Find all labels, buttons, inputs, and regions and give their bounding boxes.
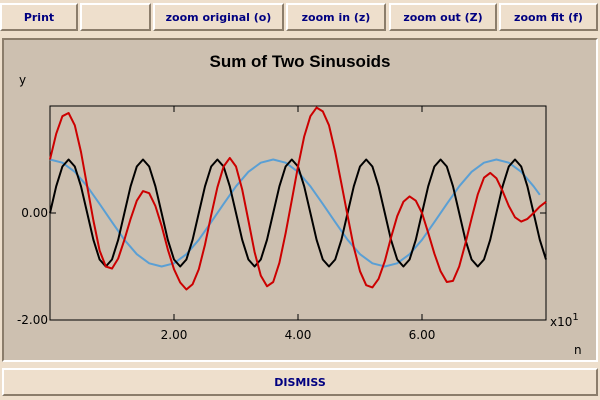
x-axis-multiplier: x101 [550,312,579,329]
toolbar-spacer [80,3,151,31]
x-tick-label: 6.00 [409,328,436,342]
print-button[interactable]: Print [0,3,78,31]
x-axis-multiplier-exponent: 1 [572,312,578,323]
x-axis-multiplier-base: x10 [550,315,572,329]
y-tick-label: 0.00 [21,206,48,220]
zoom-out-button[interactable]: zoom out (Z) [389,3,497,31]
y-tick-label: -2.00 [17,313,48,327]
axis-ticks: 2.00 4.00 6.00 0.00 -2.00 [17,106,546,342]
zoom-in-button[interactable]: zoom in (z) [286,3,386,31]
x-axis-label: n [574,343,582,357]
x-tick-label: 4.00 [285,328,312,342]
x-tick-label: 2.00 [161,328,188,342]
chart-title: Sum of Two Sinusoids [209,52,390,71]
series-line-3 [49,106,547,291]
plot-frame: Sum of Two Sinusoids y n x101 2.00 4.00 6.… [2,38,598,362]
zoom-original-button[interactable]: zoom original (o) [153,3,284,31]
dismiss-button[interactable]: DISMISS [2,368,598,396]
chart-svg[interactable]: Sum of Two Sinusoids y n x101 2.00 4.00 6.… [4,40,596,360]
zoom-fit-button[interactable]: zoom fit (f) [499,3,598,31]
y-axis-label: y [19,73,26,87]
series-line-2 [49,158,547,268]
series-layer [49,106,547,291]
